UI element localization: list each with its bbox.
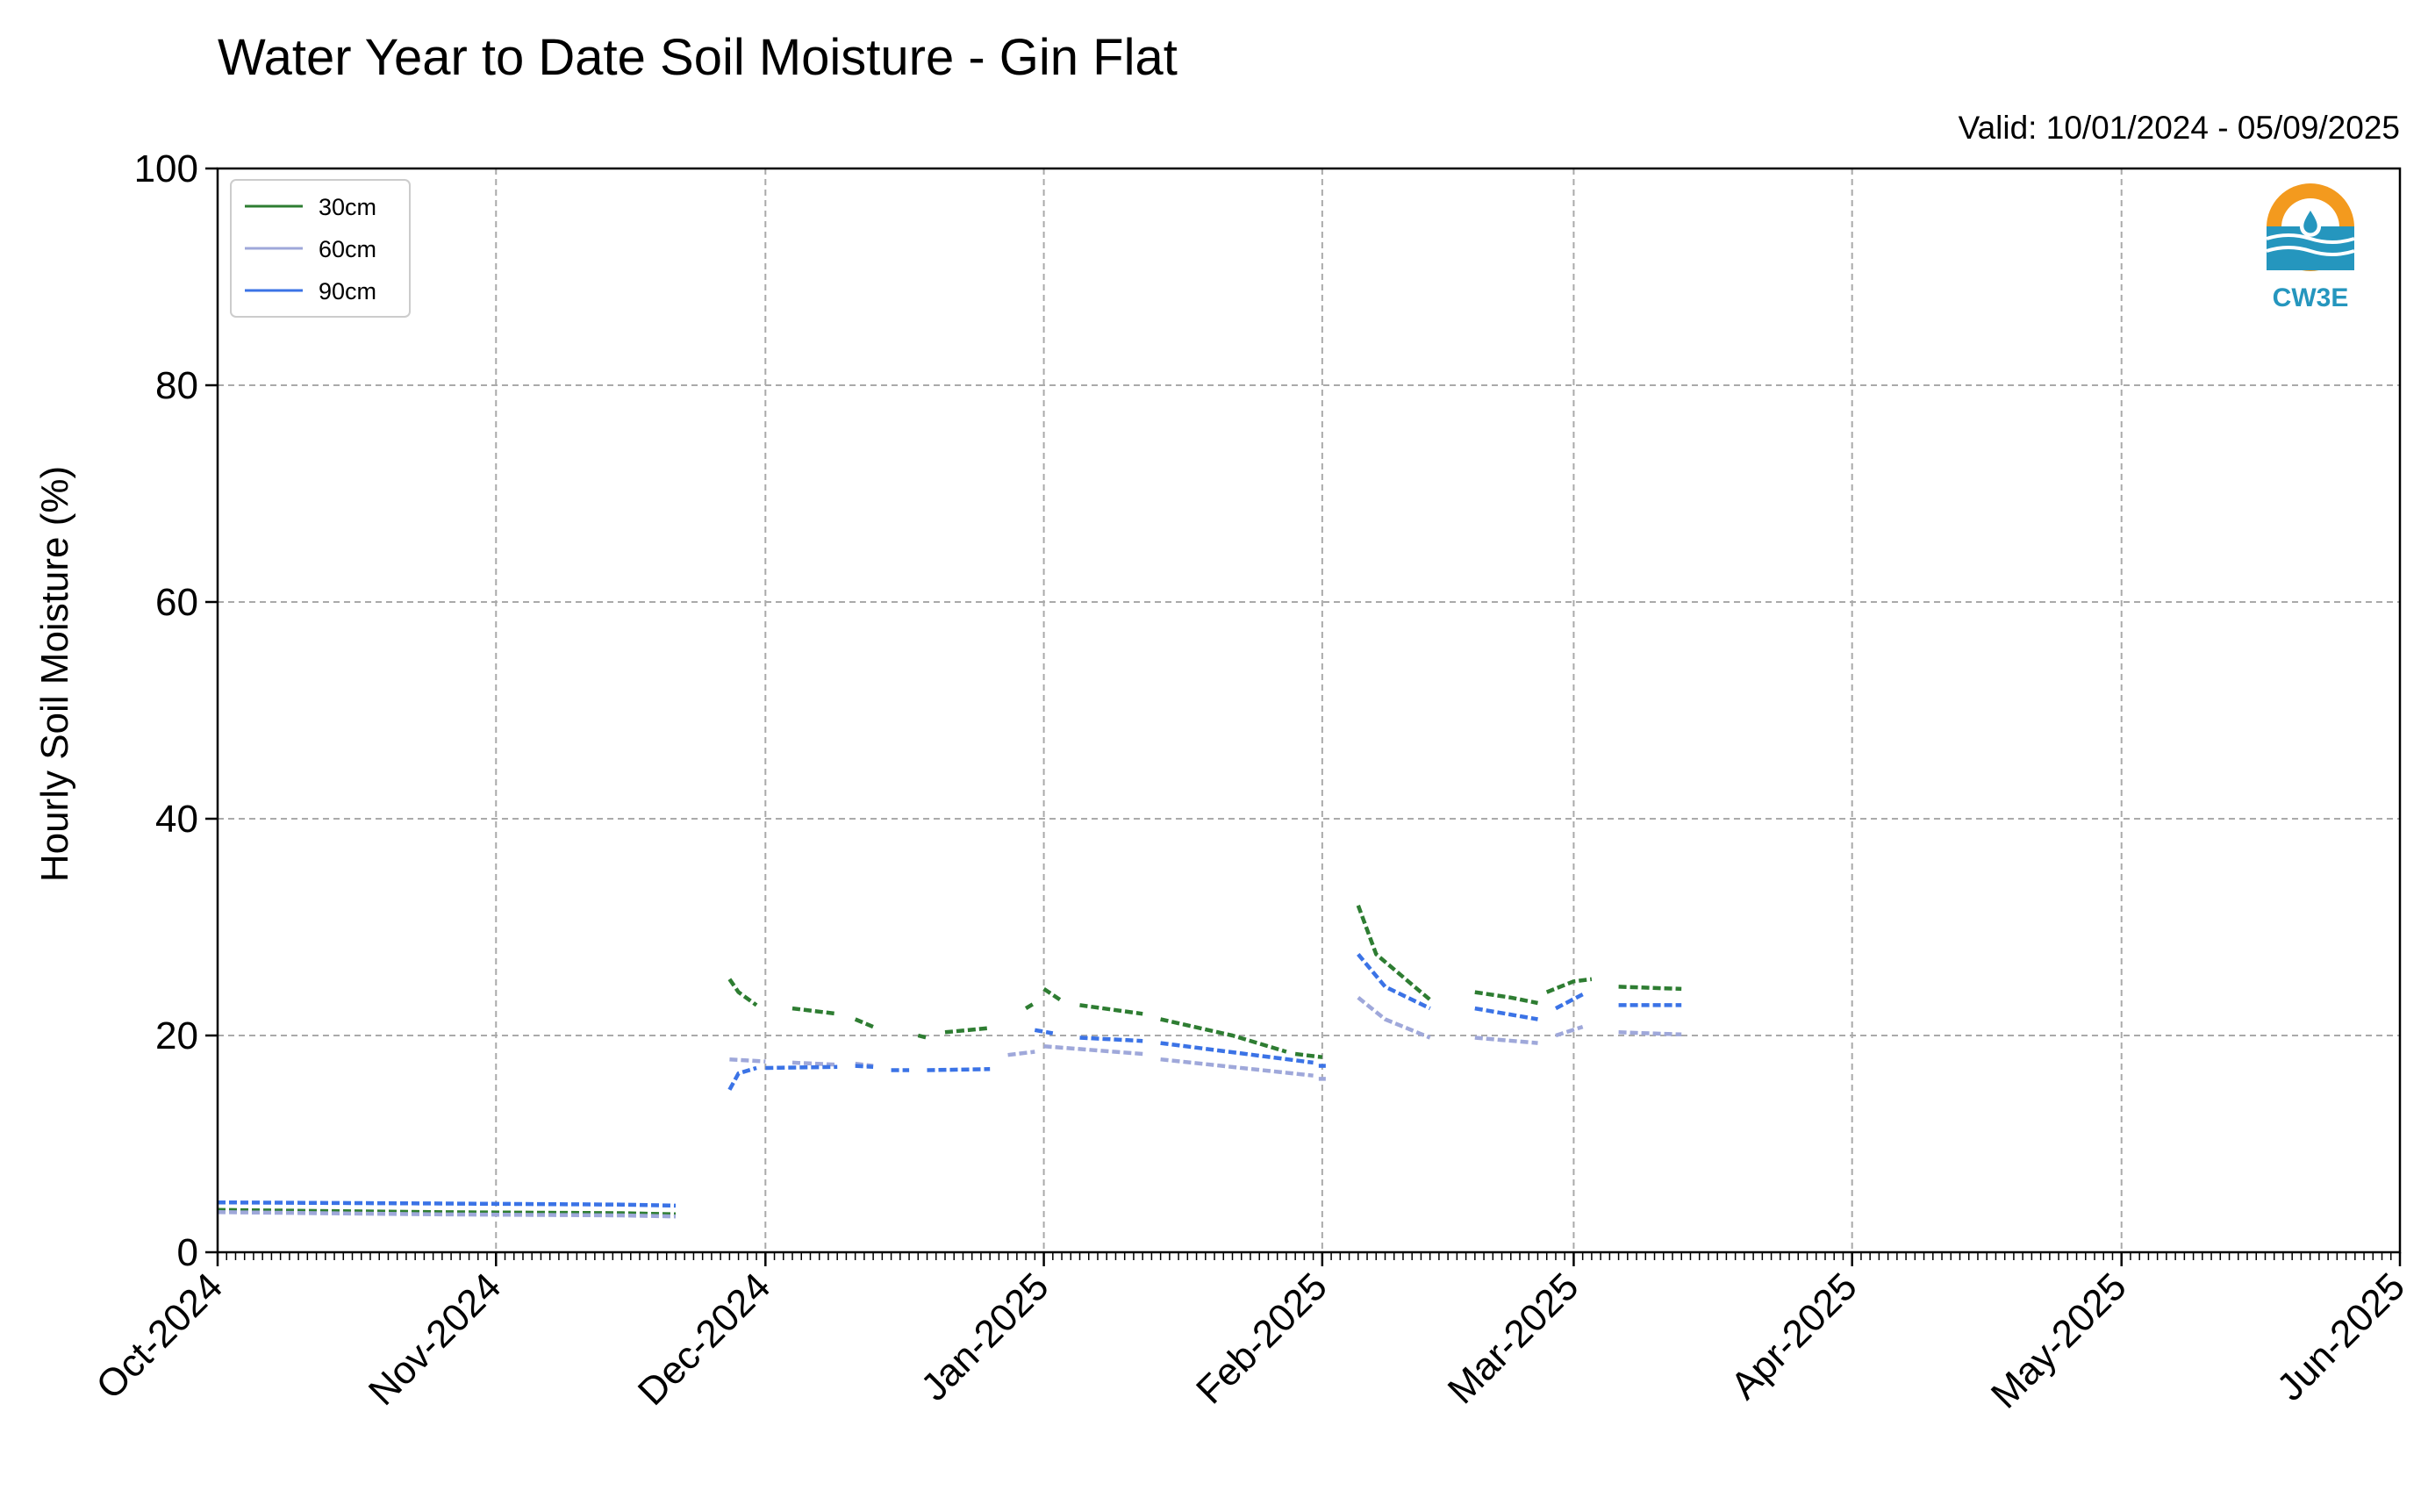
series-line <box>1555 1024 1584 1038</box>
series-line <box>765 1064 838 1071</box>
series-line <box>729 1057 766 1064</box>
x-tick-label: Oct-2024 <box>88 1265 231 1408</box>
series-line <box>1043 1044 1143 1057</box>
series-line <box>217 1200 677 1208</box>
x-tick-label: Dec-2024 <box>630 1265 779 1414</box>
cw3e-logo-mark-icon <box>2266 183 2355 271</box>
series-30cm <box>217 905 1682 1217</box>
series-line <box>791 1060 838 1067</box>
x-tick-label: Apr-2025 <box>1723 1265 1866 1408</box>
series-lines <box>217 905 1682 1219</box>
series-line <box>1079 1003 1143 1016</box>
series-line <box>1474 990 1538 1006</box>
series-line <box>1042 987 1064 1003</box>
series-line <box>1357 952 1431 1011</box>
series-line <box>1356 905 1432 1001</box>
x-tick-label: Mar-2025 <box>1440 1265 1587 1412</box>
series-line <box>1474 1035 1538 1045</box>
series-line <box>944 1026 991 1035</box>
y-axis-label: Hourly Soil Moisture (%) <box>33 466 76 882</box>
series-line <box>854 1017 874 1029</box>
x-tick-label: Jun-2025 <box>2269 1265 2413 1408</box>
series-line <box>917 1033 928 1040</box>
grid-lines <box>218 168 2400 1252</box>
series-line <box>217 1210 677 1219</box>
series-line <box>1160 1057 1314 1078</box>
legend-label: 30cm <box>319 194 376 220</box>
series-line <box>727 978 758 1007</box>
series-line <box>1618 985 1682 992</box>
axes: 0 20 40 60 80 100 Oct-2024 Nov-2024 Dec-2024 Jan-… <box>88 147 2413 1416</box>
series-line <box>855 1064 874 1070</box>
y-tick-label: 100 <box>134 147 198 190</box>
y-tick-label: 0 <box>177 1231 198 1274</box>
series-line <box>1554 992 1584 1011</box>
series-line <box>1545 977 1593 994</box>
series-line <box>1034 1028 1054 1035</box>
valid-date-range: Valid: 10/01/2024 - 05/09/2025 <box>1959 110 2400 146</box>
series-line <box>1474 1006 1538 1021</box>
series-line <box>927 1067 991 1072</box>
legend-label: 90cm <box>319 278 376 305</box>
x-tick-label: Nov-2024 <box>361 1265 510 1414</box>
x-tick-label: May-2025 <box>1983 1265 2135 1416</box>
series-line <box>1160 1017 1287 1054</box>
series-line <box>1618 1030 1682 1037</box>
series-line <box>1079 1035 1143 1043</box>
chart-title: Water Year to Date Soil Moisture - Gin F… <box>218 29 1178 86</box>
y-tick-label: 80 <box>155 364 198 407</box>
series-line <box>217 1207 677 1217</box>
plot-frame <box>216 167 2402 1254</box>
cw3e-logo: CW3E <box>2266 183 2355 312</box>
series-line <box>727 1065 757 1091</box>
y-tick-label: 40 <box>155 798 198 841</box>
series-line <box>1160 1041 1314 1065</box>
series-line <box>1357 996 1431 1040</box>
series-line <box>1007 1050 1035 1057</box>
y-tick-label: 60 <box>155 581 198 624</box>
series-line <box>791 1006 838 1016</box>
series-line <box>1024 1001 1036 1011</box>
series-90cm <box>217 952 1682 1208</box>
x-tick-label: Feb-2025 <box>1188 1265 1336 1412</box>
legend: 30cm 60cm 90cm <box>230 179 411 318</box>
series-line <box>1294 1051 1323 1059</box>
y-tick-label: 20 <box>155 1014 198 1057</box>
x-tick-label: Jan-2025 <box>913 1265 1056 1408</box>
legend-box <box>230 179 411 318</box>
legend-label: 60cm <box>319 236 376 262</box>
cw3e-logo-text: CW3E <box>2273 283 2349 312</box>
